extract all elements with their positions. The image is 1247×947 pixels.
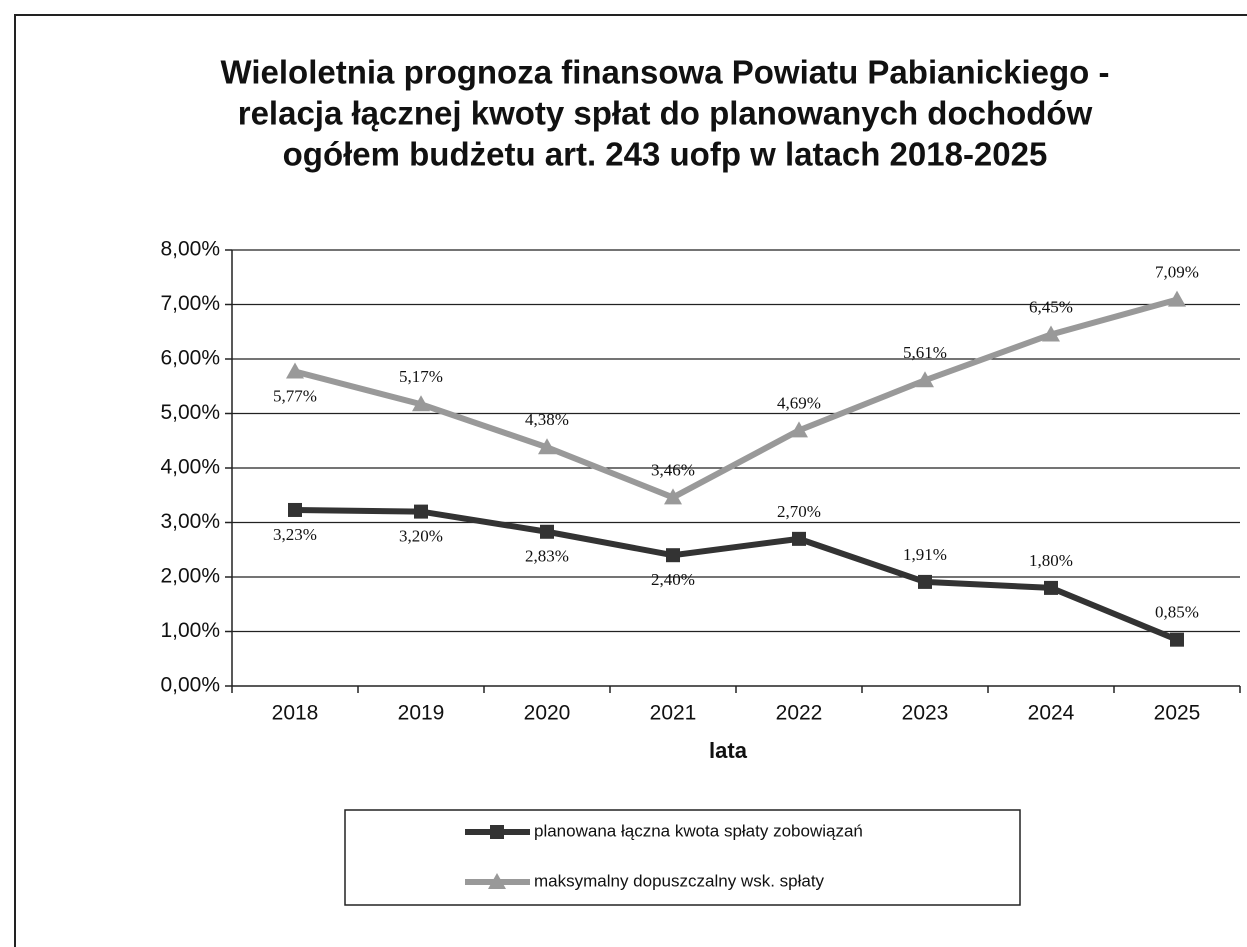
- x-tick-label: 2020: [524, 702, 571, 725]
- point: [540, 524, 554, 539]
- point: [916, 371, 934, 388]
- y-tick-label: 6,00%: [160, 347, 220, 370]
- x-tick-label: 2018: [272, 702, 319, 725]
- point: [1170, 632, 1184, 647]
- x-tick-label: 2021: [650, 702, 697, 725]
- point: [412, 395, 430, 412]
- y-tick-label: 8,00%: [160, 238, 220, 261]
- data-label: 2,70%: [777, 502, 821, 521]
- data-label: 0,85%: [1155, 603, 1199, 622]
- chart-title: Wieloletnia prognoza finansowa Powiatu P…: [221, 54, 1110, 91]
- data-label: 5,77%: [273, 386, 317, 405]
- legend-label: maksymalny dopuszczalny wsk. spłaty: [534, 871, 825, 890]
- point: [1168, 290, 1186, 307]
- data-label: 6,45%: [1029, 297, 1073, 316]
- data-label: 5,17%: [399, 367, 443, 386]
- legend: [344, 809, 1021, 906]
- point: [918, 574, 932, 589]
- point: [666, 548, 680, 563]
- data-label: 2,83%: [525, 547, 569, 566]
- data-label: 7,09%: [1155, 263, 1199, 282]
- x-tick-label: 2025: [1154, 702, 1201, 725]
- y-tick-label: 4,00%: [160, 456, 220, 479]
- point: [790, 421, 808, 438]
- line: [294, 296, 1178, 501]
- data-label: 3,20%: [399, 527, 443, 546]
- x-tick-label: 2022: [776, 702, 823, 725]
- y-tick-label: 3,00%: [160, 510, 220, 533]
- x-tick-label: 2019: [398, 702, 445, 725]
- point: [414, 504, 428, 519]
- data-label: 4,38%: [525, 410, 569, 429]
- point: [288, 502, 302, 517]
- x-axis-label: lata: [709, 738, 748, 763]
- point: [286, 362, 304, 379]
- point: [1044, 580, 1058, 595]
- data-label: 3,46%: [651, 460, 695, 479]
- point: [538, 438, 556, 455]
- data-label: 3,23%: [273, 525, 317, 544]
- point: [792, 531, 806, 546]
- data-label: 2,40%: [651, 570, 695, 589]
- chart-title: relacja łącznej kwoty spłat do planowany…: [238, 95, 1093, 132]
- chart-title: ogółem budżetu art. 243 uofp w latach 20…: [283, 136, 1048, 173]
- frame: [14, 14, 1247, 947]
- point: [664, 488, 682, 505]
- data-label: 4,69%: [777, 393, 821, 412]
- legend-label: planowana łączna kwota spłaty zobowiązań: [534, 821, 863, 840]
- x-tick-label: 2023: [902, 702, 949, 725]
- data-label: 1,91%: [903, 545, 947, 564]
- point: [488, 873, 506, 889]
- line: [294, 506, 1179, 643]
- y-tick-label: 2,00%: [160, 565, 220, 588]
- y-tick-label: 1,00%: [160, 619, 220, 642]
- data-label: 1,80%: [1029, 551, 1073, 570]
- point: [1042, 325, 1060, 342]
- x-tick-label: 2024: [1028, 702, 1075, 725]
- data-label: 5,61%: [903, 343, 947, 362]
- y-tick-label: 0,00%: [160, 674, 220, 697]
- y-tick-label: 5,00%: [160, 401, 220, 424]
- point: [490, 825, 504, 839]
- y-tick-label: 7,00%: [160, 292, 220, 315]
